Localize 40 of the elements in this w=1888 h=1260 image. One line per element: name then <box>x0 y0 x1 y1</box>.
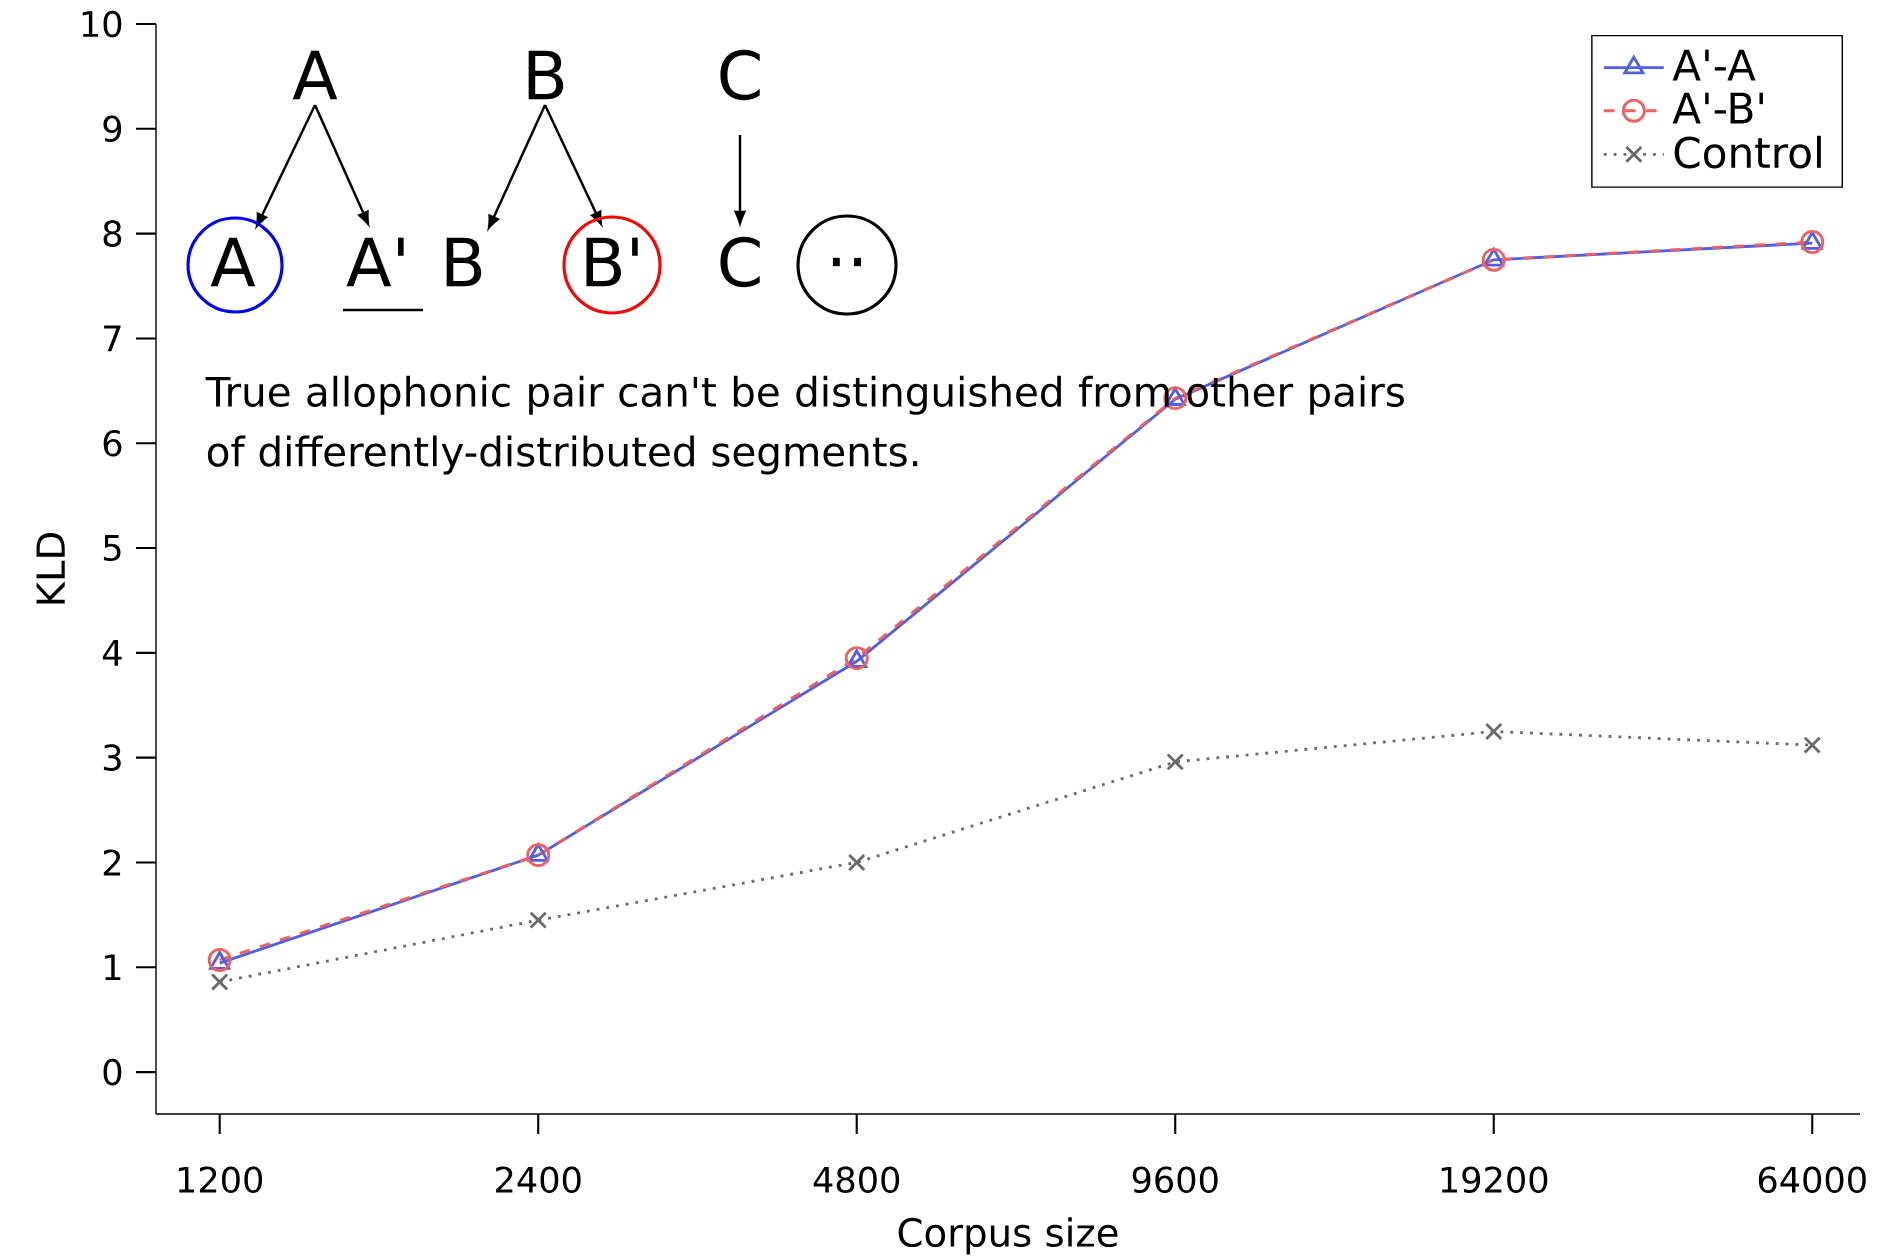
x-tick-label: 64000 <box>1758 1166 1866 1194</box>
annotation: True allophonic pair can't be distinguished from other pairs of differently-distributed segments. <box>205 375 1404 475</box>
annotation: A <box>210 237 256 287</box>
x-tick-label: 4800 <box>813 1166 900 1194</box>
point <box>1481 247 1506 272</box>
y-tick-label: 7 <box>104 325 121 352</box>
point <box>526 843 551 868</box>
y-tick-label: 0 <box>103 1058 122 1086</box>
point <box>847 853 866 872</box>
point <box>210 973 229 991</box>
y-tick-label: 5 <box>103 534 121 562</box>
x-tick-label: 19200 <box>1441 1166 1548 1194</box>
annotation: .. <box>832 257 862 267</box>
x-axis-title: Corpus size <box>898 1217 1118 1255</box>
y-tick-label: 4 <box>102 640 122 666</box>
y-tick-label: 8 <box>103 220 122 247</box>
y-tick-label: 1 <box>105 954 121 981</box>
y-tick-label: 6 <box>103 429 122 457</box>
x-tick-label: 9600 <box>1132 1166 1218 1194</box>
legend-label: Control <box>1674 135 1821 169</box>
y-tick-label: 3 <box>103 744 121 771</box>
y-tick-label: 9 <box>103 115 122 143</box>
y-tick-label: 2 <box>103 849 121 876</box>
y-axis-title: KLD <box>36 533 65 604</box>
x-tick-label: 1200 <box>178 1166 263 1194</box>
point <box>1803 736 1822 754</box>
annotation: C <box>720 49 760 101</box>
annotation: B' <box>586 237 638 287</box>
annotation: B <box>446 237 482 287</box>
annotation: A' <box>346 237 404 287</box>
point <box>529 911 548 929</box>
point <box>1166 753 1185 771</box>
y-tick-label: 10 <box>82 10 122 38</box>
legend-label: A'-B' <box>1672 92 1763 124</box>
legend-label: A'-A <box>1672 49 1756 81</box>
x-tick-label: 2400 <box>496 1166 581 1194</box>
annotation: C <box>720 236 760 288</box>
point <box>1484 722 1503 741</box>
annotation: A <box>292 50 338 100</box>
annotation: B <box>528 50 564 100</box>
